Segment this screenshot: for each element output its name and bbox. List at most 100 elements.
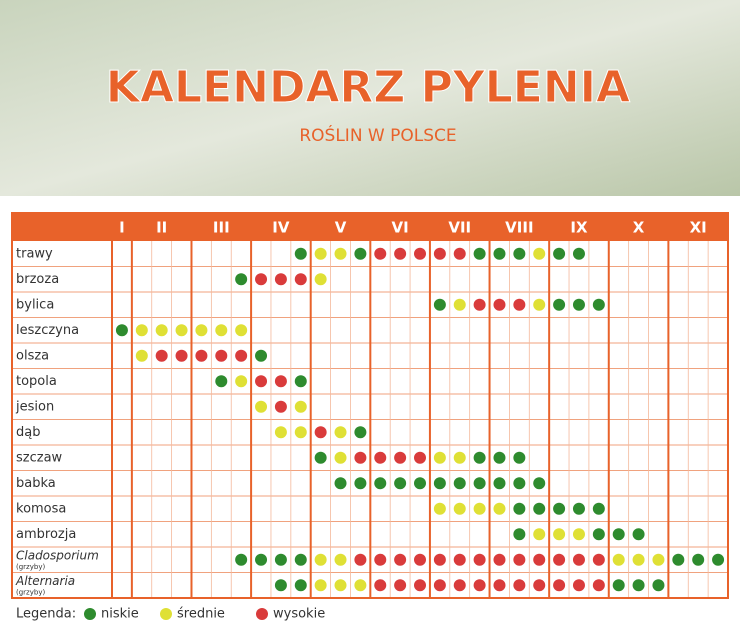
row-note: (grzyby) <box>16 588 45 596</box>
pollen-dot <box>632 579 645 592</box>
pollen-dot <box>195 349 208 362</box>
pollen-dot <box>453 502 466 515</box>
pollen-dot <box>572 298 585 311</box>
pollen-dot <box>453 553 466 566</box>
row-label: leszczyna <box>16 323 79 338</box>
pollen-dot <box>235 349 248 362</box>
pollen-dot <box>553 553 566 566</box>
pollen-dot <box>592 298 605 311</box>
pollen-dot <box>493 553 506 566</box>
pollen-dot <box>334 477 347 490</box>
month-label: XI <box>690 219 707 237</box>
month-label: X <box>633 219 645 237</box>
pollen-dot <box>453 477 466 490</box>
pollen-dot <box>314 426 327 439</box>
pollen-dot <box>374 247 387 260</box>
pollen-dot <box>612 553 625 566</box>
pollen-dot <box>473 298 486 311</box>
pollen-dot <box>294 247 307 260</box>
pollen-dot <box>354 426 367 439</box>
pollen-dot <box>274 375 287 388</box>
pollen-dot <box>414 477 426 490</box>
pollen-dot <box>533 528 546 541</box>
pollen-dot <box>314 273 327 286</box>
pollen-dot <box>433 247 446 260</box>
pollen-dot <box>513 477 526 490</box>
pollen-dot <box>294 426 307 439</box>
pollen-dot <box>712 553 725 566</box>
pollen-dot <box>155 324 168 337</box>
pollen-dot <box>612 528 625 541</box>
pollen-dot <box>314 553 327 566</box>
pollen-dot <box>493 451 506 464</box>
pollen-dot <box>592 579 605 592</box>
pollen-dot <box>572 247 585 260</box>
legend-label: niskie <box>101 607 139 622</box>
pollen-dot <box>473 451 486 464</box>
pollen-dot <box>672 553 685 566</box>
pollen-dot <box>155 349 168 362</box>
pollen-dot <box>274 579 287 592</box>
pollen-dot <box>294 553 307 566</box>
pollen-dot <box>513 298 526 311</box>
pollen-dot <box>274 400 287 413</box>
pollen-dot <box>394 477 407 490</box>
pollen-dot <box>513 247 526 260</box>
pollen-dot <box>354 247 367 260</box>
row-label: babka <box>16 476 56 491</box>
pollen-dot <box>592 528 605 541</box>
pollen-dot <box>274 553 287 566</box>
month-label: I <box>119 219 125 237</box>
row-label: Cladosporium <box>16 548 99 562</box>
pollen-dot <box>414 247 426 260</box>
pollen-dot <box>414 451 426 464</box>
subtitle: ROŚLIN W POLSCE <box>299 124 456 146</box>
pollen-dot <box>572 502 585 515</box>
month-label: VIII <box>505 219 533 237</box>
pollen-dot <box>433 298 446 311</box>
pollen-dot <box>354 579 367 592</box>
pollen-dot <box>195 324 208 337</box>
table-border <box>11 212 729 599</box>
pollen-dot <box>433 451 446 464</box>
pollen-dot <box>354 451 367 464</box>
pollen-dot <box>334 247 347 260</box>
pollen-dot <box>433 579 446 592</box>
pollen-dot <box>274 273 287 286</box>
pollen-dot <box>394 247 407 260</box>
pollen-dot <box>235 553 248 566</box>
pollen-dot <box>374 477 387 490</box>
pollen-dot <box>553 247 566 260</box>
pollen-dot <box>533 502 546 515</box>
pollen-dot <box>334 426 347 439</box>
pollen-dot <box>612 579 625 592</box>
pollen-dot <box>572 553 585 566</box>
pollen-dot <box>493 247 506 260</box>
pollen-dot <box>553 298 566 311</box>
pollen-dot <box>453 579 466 592</box>
row-label: komosa <box>16 501 66 516</box>
pollen-dot <box>553 502 566 515</box>
row-label: jesion <box>15 399 54 414</box>
pollen-dot <box>493 502 506 515</box>
pollen-dot <box>294 273 307 286</box>
pollen-dot <box>513 553 526 566</box>
pollen-dot <box>374 579 387 592</box>
pollen-dot <box>255 400 268 413</box>
pollen-dot <box>374 553 387 566</box>
pollen-dot <box>294 400 307 413</box>
pollen-dot <box>632 553 645 566</box>
pollen-dot <box>334 451 347 464</box>
legend-dot <box>256 608 268 620</box>
pollen-dot <box>453 247 466 260</box>
pollen-dot <box>334 579 347 592</box>
month-label: II <box>156 219 167 237</box>
pollen-dot <box>314 451 327 464</box>
pollen-dot <box>394 451 407 464</box>
legend-title: Legenda: <box>16 607 76 622</box>
pollen-dot <box>493 579 506 592</box>
pollen-dot <box>175 349 188 362</box>
pollen-dot <box>394 553 407 566</box>
pollen-dot <box>235 324 248 337</box>
month-label: VI <box>392 219 409 237</box>
